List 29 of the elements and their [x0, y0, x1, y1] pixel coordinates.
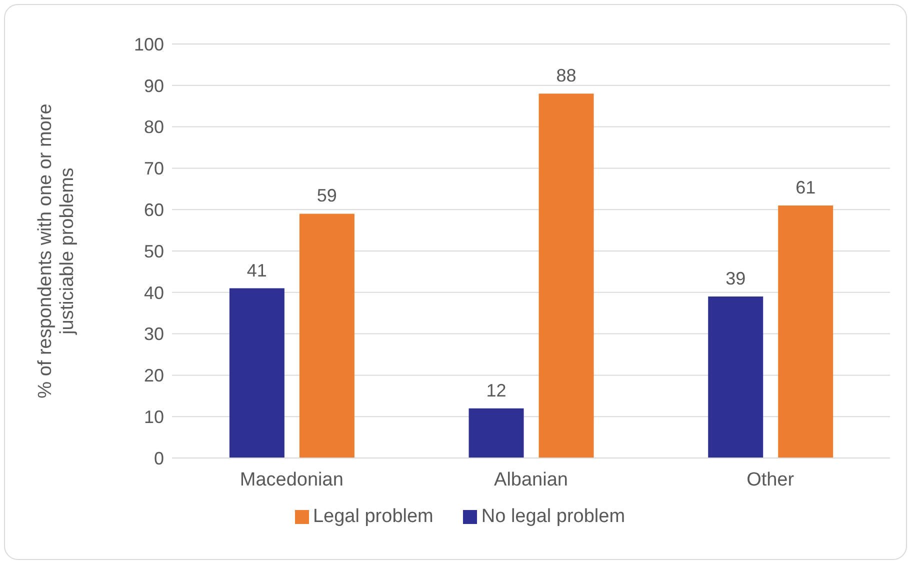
bar [778, 205, 834, 458]
data-label: 41 [246, 260, 267, 280]
y-tick-label: 30 [144, 324, 164, 344]
bar [229, 288, 284, 458]
data-label: 59 [316, 186, 337, 206]
y-tick-label: 40 [144, 282, 164, 303]
x-tick-label: Other [746, 469, 795, 490]
x-tick-label: Macedonian [240, 469, 344, 490]
y-tick-label: 100 [134, 34, 164, 54]
data-label: 88 [556, 66, 576, 86]
y-tick-label: 50 [144, 241, 164, 262]
y-tick-label: 20 [144, 366, 164, 386]
bar [468, 408, 524, 458]
y-tick-label: 60 [144, 200, 164, 220]
data-label: 61 [796, 177, 816, 198]
bar [538, 94, 594, 458]
x-tick-label: Albanian [494, 469, 568, 490]
y-axis-title: % of respondents with one or more justiciable problems [35, 104, 78, 398]
data-label: 12 [486, 380, 506, 400]
legend-label: No legal problem [481, 506, 626, 527]
y-tick-label: 90 [144, 76, 164, 96]
bar [299, 214, 354, 458]
y-tick-label: 0 [154, 448, 164, 468]
y-tick-label: 80 [144, 117, 164, 138]
y-tick-label: 10 [144, 406, 164, 427]
legend-label: Legal problem [312, 506, 434, 527]
y-tick-label: 70 [144, 158, 164, 179]
bar [708, 296, 764, 458]
data-label: 39 [726, 268, 746, 289]
